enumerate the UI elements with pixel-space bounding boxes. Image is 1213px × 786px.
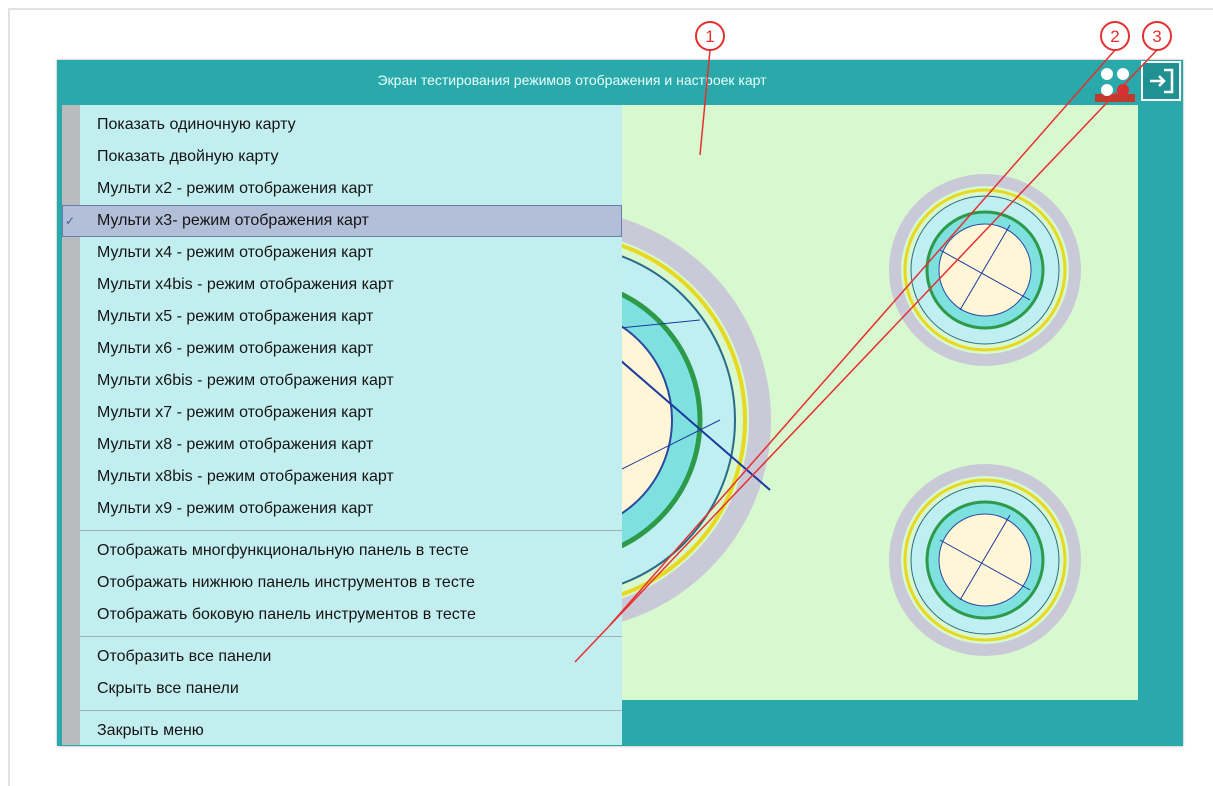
menu-item[interactable]: Отобразить все панели [80, 641, 622, 673]
menu-item[interactable]: Показать двойную карту [80, 141, 622, 173]
menu-item[interactable]: Мульти х8 - режим отображения карт [80, 429, 622, 461]
layout-button[interactable] [1095, 62, 1135, 102]
check-mark: ✓ [65, 206, 75, 236]
menu-item[interactable]: Мульти х8bis - режим отображения карт [80, 461, 622, 493]
menu-item-label: Показать одиночную карту [97, 116, 296, 133]
menu-item[interactable]: Отображать нижнюю панель инструментов в … [80, 567, 622, 599]
menu-separator [80, 530, 622, 531]
menu-item[interactable]: ✓ Мульти х3- режим отображения карт [62, 205, 622, 237]
context-menu: Показать одиночную карту Показать двойную… [62, 105, 622, 745]
menu-item-label: Мульти х7 - режим отображения карт [97, 404, 373, 421]
menu-separator [80, 636, 622, 637]
menu-item[interactable]: Отображать многфункциональную панель в т… [80, 535, 622, 567]
menu-item-label: Мульти х4bis - режим отображения карт [97, 276, 394, 293]
small-chart [895, 470, 1075, 650]
menu-item-label: Мульти х4 - режим отображения карт [97, 244, 373, 261]
menu-item[interactable]: Мульти х2 - режим отображения карт [80, 173, 622, 205]
menu-item-label: Мульти х5 - режим отображения карт [97, 308, 373, 325]
menu-item-label: Отображать многфункциональную панель в т… [97, 542, 469, 559]
menu-item-label: Отображать боковую панель инструментов в… [97, 606, 476, 623]
menu-item-label: Отобразить все панели [97, 648, 271, 665]
menu-item[interactable]: Показать одиночную карту [80, 109, 622, 141]
menu-item-label: Мульти х9 - режим отображения карт [97, 500, 373, 517]
menu-item-label: Мульти х6bis - режим отображения карт [97, 372, 394, 389]
exit-button[interactable] [1142, 62, 1180, 100]
menu-item-label: Мульти х8 - режим отображения карт [97, 436, 373, 453]
menu-item[interactable]: Мульти х4bis - режим отображения карт [80, 269, 622, 301]
menu-item-label: Мульти х3- режим отображения карт [97, 212, 369, 229]
menu-item[interactable]: Закрыть меню [80, 715, 622, 747]
menu-item-label: Закрыть меню [97, 722, 204, 739]
menu-item[interactable]: Мульти х7 - режим отображения карт [80, 397, 622, 429]
menu-item[interactable]: Отображать боковую панель инструментов в… [80, 599, 622, 631]
menu-item-label: Мульти х2 - режим отображения карт [97, 180, 373, 197]
menu-item[interactable]: Мульти х6bis - режим отображения карт [80, 365, 622, 397]
screen: Экран тестирования режимов отображения и… [0, 0, 1213, 784]
menu-item[interactable]: Скрыть все панели [80, 673, 622, 705]
menu-item-label: Показать двойную карту [97, 148, 279, 165]
menu-item[interactable]: Мульти х4 - режим отображения карт [80, 237, 622, 269]
menu-item-label: Скрыть все панели [97, 680, 239, 697]
menu-item[interactable]: Мульти х9 - режим отображения карт [80, 493, 622, 525]
menu-item-label: Мульти х8bis - режим отображения карт [97, 468, 394, 485]
menu-item[interactable]: Мульти х5 - режим отображения карт [80, 301, 622, 333]
menu-item-label: Мульти х6 - режим отображения карт [97, 340, 373, 357]
menu-separator [80, 710, 622, 711]
small-chart [895, 180, 1075, 360]
menu-item-label: Отображать нижнюю панель инструментов в … [97, 574, 475, 591]
menu-item[interactable]: Мульти х6 - режим отображения карт [80, 333, 622, 365]
